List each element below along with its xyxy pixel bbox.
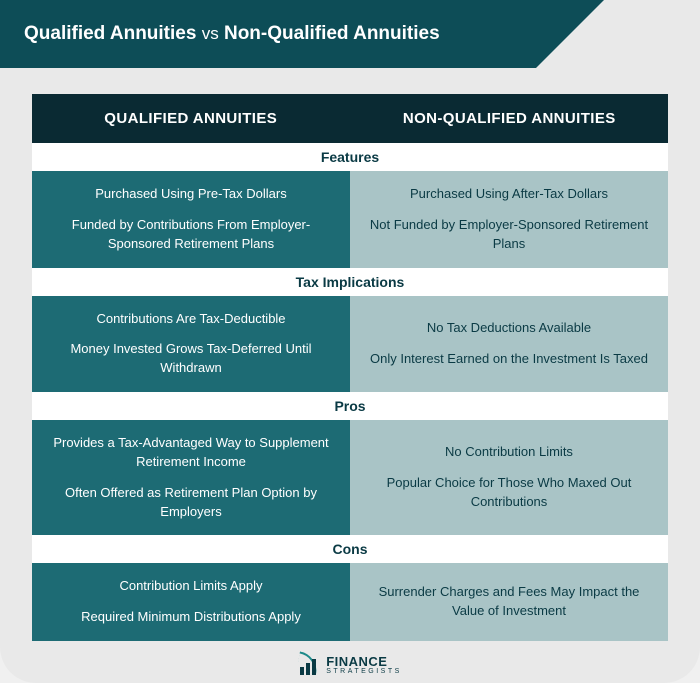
title-banner: Qualified Annuities vs Non-Qualified Ann… [0,0,700,68]
logo-sub: STRATEGISTS [326,668,402,675]
section-label-cons: Cons [32,535,668,563]
section-label-tax: Tax Implications [32,268,668,296]
content-area: QUALIFIED ANNUITIES NON-QUALIFIED ANNUIT… [0,68,700,675]
cell-text: Required Minimum Distributions Apply [50,608,332,627]
cell-cons-left: Contribution Limits Apply Required Minim… [32,563,350,641]
logo-icon [298,655,320,675]
cell-text: Not Funded by Employer-Sponsored Retirem… [368,216,650,254]
cell-pros-right: No Contribution Limits Popular Choice fo… [350,420,668,535]
cell-cons-right: Surrender Charges and Fees May Impact th… [350,563,668,641]
cell-text: Contributions Are Tax-Deductible [50,310,332,329]
cell-text: Only Interest Earned on the Investment I… [368,350,650,369]
cell-text: Money Invested Grows Tax-Deferred Until … [50,340,332,378]
footer-logo: FINANCE STRATEGISTS [32,655,668,675]
row-cons: Contribution Limits Apply Required Minim… [32,563,668,641]
cell-tax-right: No Tax Deductions Available Only Interes… [350,296,668,393]
row-features: Purchased Using Pre-Tax Dollars Funded b… [32,171,668,268]
section-label-pros: Pros [32,392,668,420]
cell-text: Purchased Using Pre-Tax Dollars [50,185,332,204]
comparison-table: QUALIFIED ANNUITIES NON-QUALIFIED ANNUIT… [32,94,668,641]
logo-main: FINANCE [326,655,387,668]
cell-features-left: Purchased Using Pre-Tax Dollars Funded b… [32,171,350,268]
cell-text: No Contribution Limits [368,443,650,462]
row-pros: Provides a Tax-Advantaged Way to Supplem… [32,420,668,535]
cell-text: Funded by Contributions From Employer-Sp… [50,216,332,254]
header-right: NON-QUALIFIED ANNUITIES [351,94,669,143]
cell-text: Contribution Limits Apply [50,577,332,596]
cell-features-right: Purchased Using After-Tax Dollars Not Fu… [350,171,668,268]
banner-notch [570,0,700,68]
cell-text: Provides a Tax-Advantaged Way to Supplem… [50,434,332,472]
comparison-card: Qualified Annuities vs Non-Qualified Ann… [0,0,700,683]
header-left: QUALIFIED ANNUITIES [32,94,351,143]
cell-pros-left: Provides a Tax-Advantaged Way to Supplem… [32,420,350,535]
cell-text: Often Offered as Retirement Plan Option … [50,484,332,522]
cell-text: Purchased Using After-Tax Dollars [368,185,650,204]
section-label-features: Features [32,143,668,171]
title-part1: Qualified Annuities [24,23,196,44]
title-vs: vs [202,24,219,43]
banner-title: Qualified Annuities vs Non-Qualified Ann… [24,23,440,45]
title-part2: Non-Qualified Annuities [224,23,440,44]
cell-text: Popular Choice for Those Who Maxed Out C… [368,474,650,512]
logo-text: FINANCE STRATEGISTS [326,655,402,675]
table-header: QUALIFIED ANNUITIES NON-QUALIFIED ANNUIT… [32,94,668,143]
row-tax: Contributions Are Tax-Deductible Money I… [32,296,668,393]
cell-tax-left: Contributions Are Tax-Deductible Money I… [32,296,350,393]
cell-text: Surrender Charges and Fees May Impact th… [368,583,650,621]
cell-text: No Tax Deductions Available [368,319,650,338]
